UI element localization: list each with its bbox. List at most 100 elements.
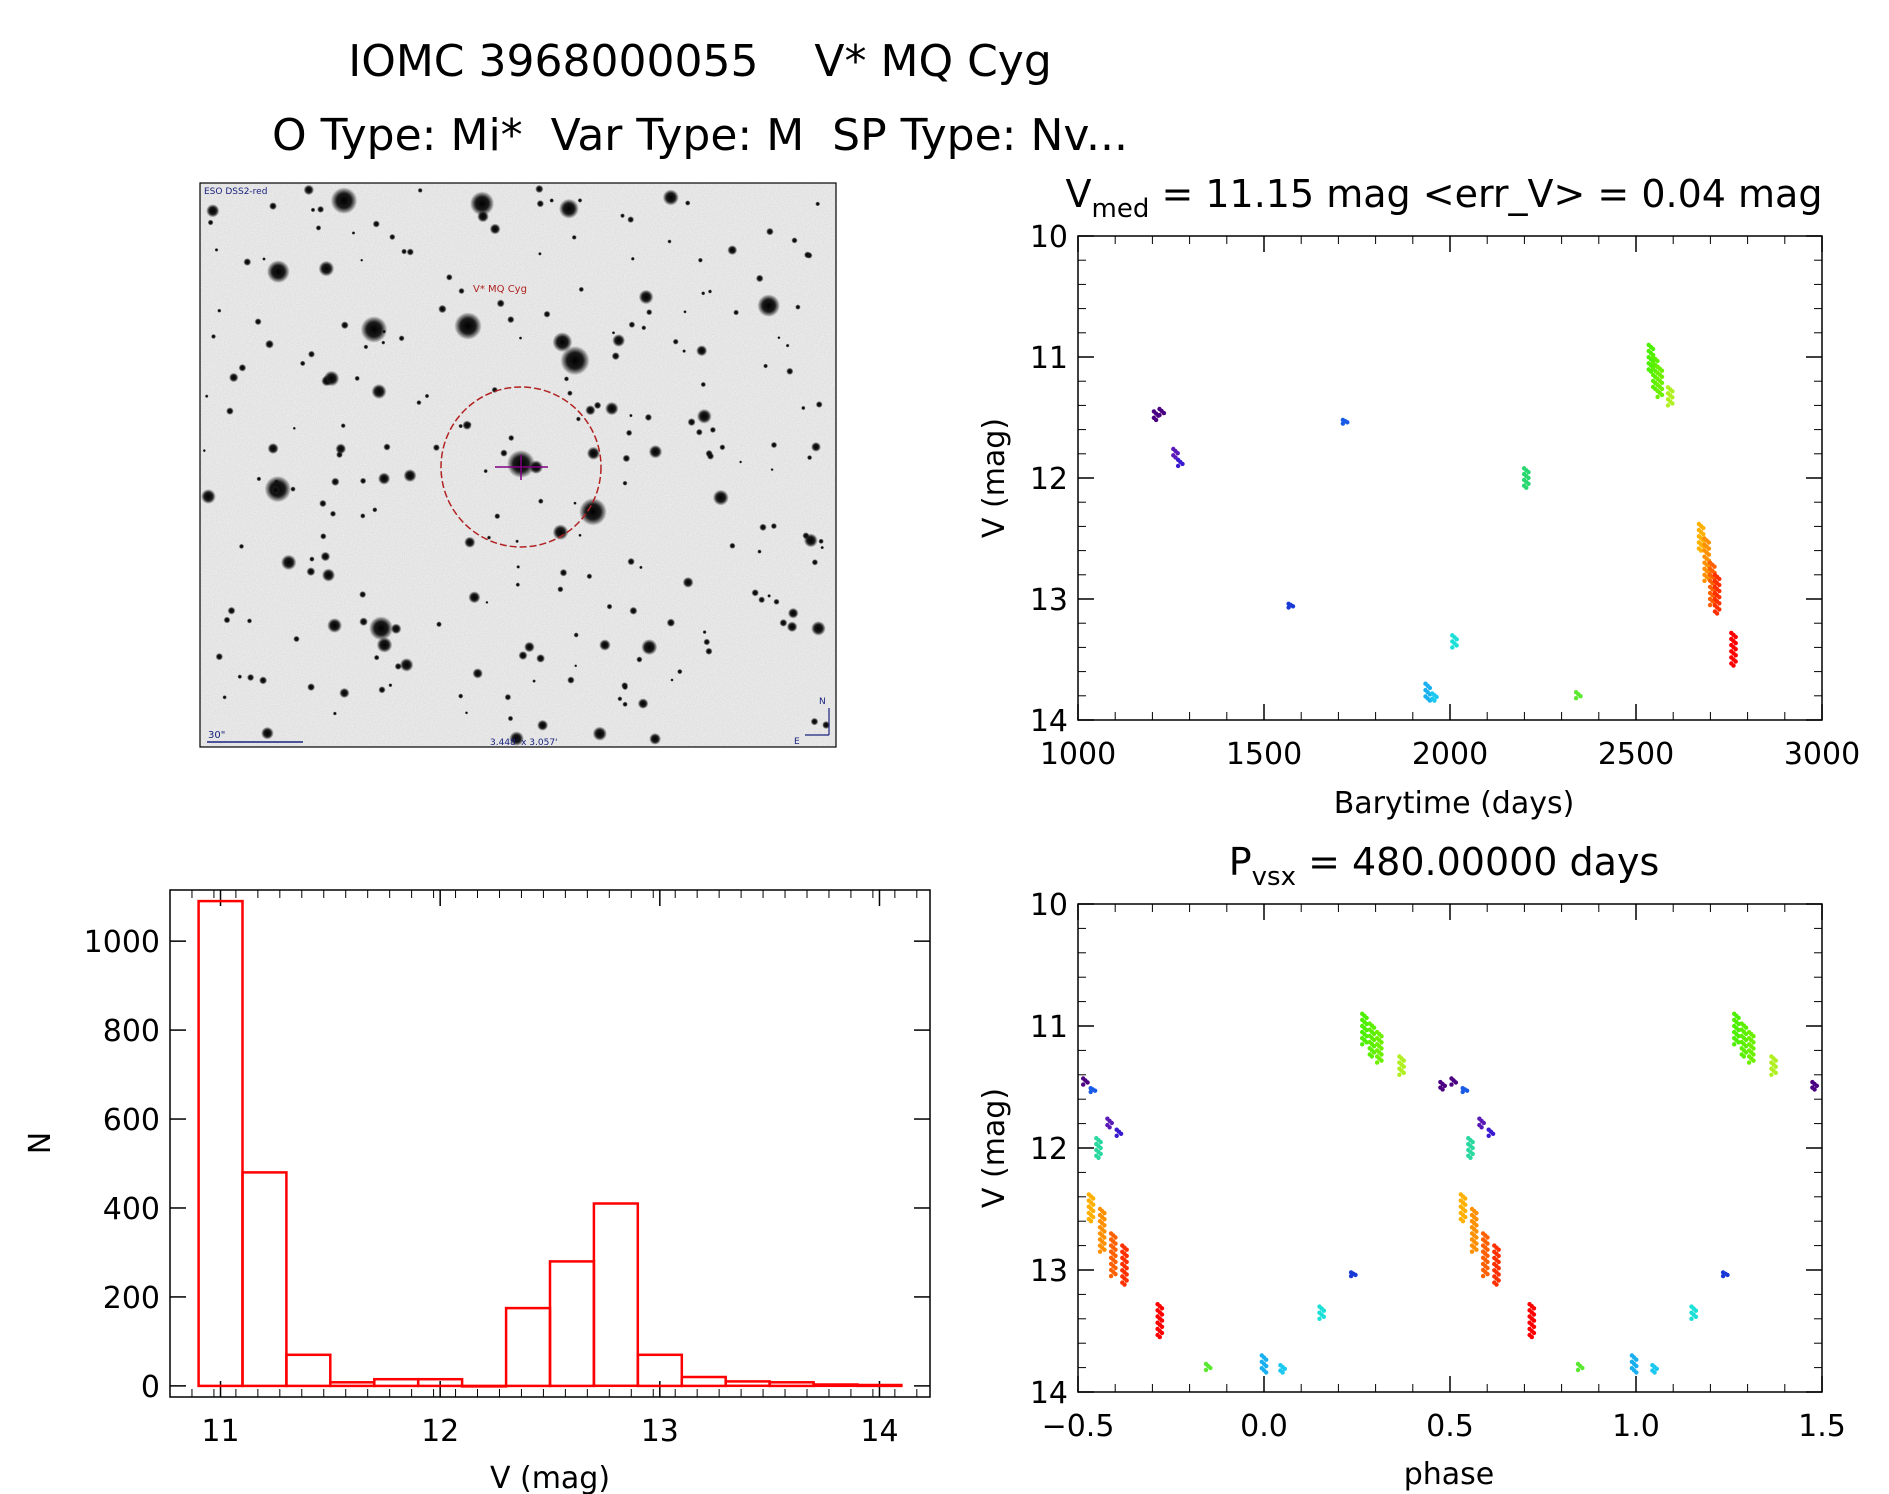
plot-frame bbox=[169, 889, 931, 1398]
data-point bbox=[1480, 1273, 1486, 1279]
data-point bbox=[1092, 1088, 1098, 1093]
data-point bbox=[1454, 637, 1459, 642]
star bbox=[577, 198, 583, 203]
star bbox=[372, 507, 378, 513]
star bbox=[290, 486, 296, 492]
star bbox=[537, 719, 549, 731]
star bbox=[585, 405, 596, 416]
data-point bbox=[1290, 604, 1296, 609]
y-tick-label: 13 bbox=[1030, 1254, 1068, 1289]
data-point bbox=[1159, 1318, 1165, 1323]
star bbox=[763, 363, 768, 369]
star bbox=[700, 381, 706, 388]
data-point bbox=[1652, 1370, 1657, 1375]
fov-label: 3.448' x 3.057' bbox=[490, 738, 558, 748]
y-tick-label: 12 bbox=[1030, 1132, 1068, 1167]
star bbox=[807, 455, 813, 461]
data-point bbox=[1485, 1247, 1490, 1252]
data-point bbox=[1725, 1272, 1730, 1278]
data-point bbox=[1208, 1365, 1213, 1371]
data-point bbox=[1496, 1247, 1501, 1252]
y-tick-label: 14 bbox=[1030, 1376, 1068, 1411]
data-point bbox=[1717, 595, 1722, 600]
star bbox=[696, 345, 708, 357]
star bbox=[458, 693, 464, 699]
star bbox=[320, 533, 327, 540]
star bbox=[712, 489, 729, 506]
star bbox=[574, 664, 578, 668]
star bbox=[649, 733, 661, 745]
data-point bbox=[1720, 1273, 1726, 1279]
data-point bbox=[1702, 578, 1707, 583]
star bbox=[507, 316, 515, 324]
star bbox=[201, 489, 216, 504]
data-point bbox=[1689, 1316, 1694, 1322]
y-axis-label: N bbox=[23, 1132, 58, 1154]
data-point bbox=[1743, 1025, 1749, 1030]
star bbox=[438, 304, 447, 314]
star bbox=[535, 184, 544, 194]
data-point bbox=[1655, 358, 1660, 364]
data-point bbox=[1450, 645, 1455, 650]
star bbox=[687, 418, 696, 427]
star bbox=[500, 449, 508, 457]
histogram-panel: 11 12 13 14 0 200 400 600 800 1000 V (mag) N bbox=[23, 889, 931, 1494]
star bbox=[641, 325, 647, 331]
star bbox=[360, 513, 366, 519]
data-point bbox=[1113, 1247, 1118, 1252]
data-point bbox=[1469, 1249, 1475, 1254]
star bbox=[682, 349, 686, 353]
data-point bbox=[1746, 1060, 1752, 1065]
star bbox=[552, 332, 573, 352]
star bbox=[620, 213, 625, 219]
star bbox=[359, 617, 368, 626]
star bbox=[398, 335, 405, 342]
star bbox=[515, 539, 519, 544]
star bbox=[303, 184, 314, 196]
star bbox=[292, 426, 296, 430]
survey-label: ESO DSS2-red bbox=[204, 187, 267, 197]
data-point bbox=[1773, 1058, 1779, 1063]
star bbox=[266, 260, 290, 283]
data-point bbox=[1097, 1249, 1103, 1254]
star bbox=[622, 701, 628, 707]
star bbox=[751, 589, 759, 597]
star bbox=[329, 510, 337, 517]
data-point bbox=[1474, 1223, 1479, 1228]
data-point bbox=[1463, 1208, 1468, 1214]
data-point bbox=[1175, 463, 1181, 469]
star bbox=[538, 252, 542, 256]
star bbox=[293, 635, 300, 643]
star bbox=[705, 647, 713, 655]
y-tick-label: 13 bbox=[1030, 583, 1068, 618]
data-point bbox=[1731, 663, 1736, 668]
data-point bbox=[1159, 1312, 1165, 1317]
data-point bbox=[1698, 548, 1704, 553]
star bbox=[559, 198, 579, 219]
data-point bbox=[1081, 1082, 1086, 1087]
data-point bbox=[1531, 1312, 1537, 1317]
data-point bbox=[1659, 392, 1665, 398]
data-point bbox=[1157, 1334, 1163, 1340]
star bbox=[265, 339, 274, 349]
data-point bbox=[1531, 1318, 1537, 1323]
star bbox=[351, 231, 356, 235]
object-title: IOMC 3968000055 V* MQ Cyg bbox=[348, 36, 1052, 87]
x-tick-label: 11 bbox=[201, 1414, 239, 1449]
x-tick-label: 3000 bbox=[1784, 737, 1860, 772]
data-point bbox=[1286, 605, 1291, 610]
data-point bbox=[1531, 1324, 1537, 1330]
star bbox=[202, 449, 206, 453]
x-tick-label: 0.5 bbox=[1426, 1409, 1474, 1444]
star bbox=[403, 469, 417, 483]
star bbox=[683, 310, 687, 314]
data-point bbox=[1733, 653, 1738, 658]
target-aperture-circle bbox=[440, 386, 602, 548]
star bbox=[215, 653, 223, 661]
data-point bbox=[1122, 1282, 1127, 1287]
star bbox=[310, 207, 316, 213]
data-point bbox=[1353, 1272, 1358, 1278]
star bbox=[378, 472, 391, 485]
star bbox=[770, 468, 774, 472]
